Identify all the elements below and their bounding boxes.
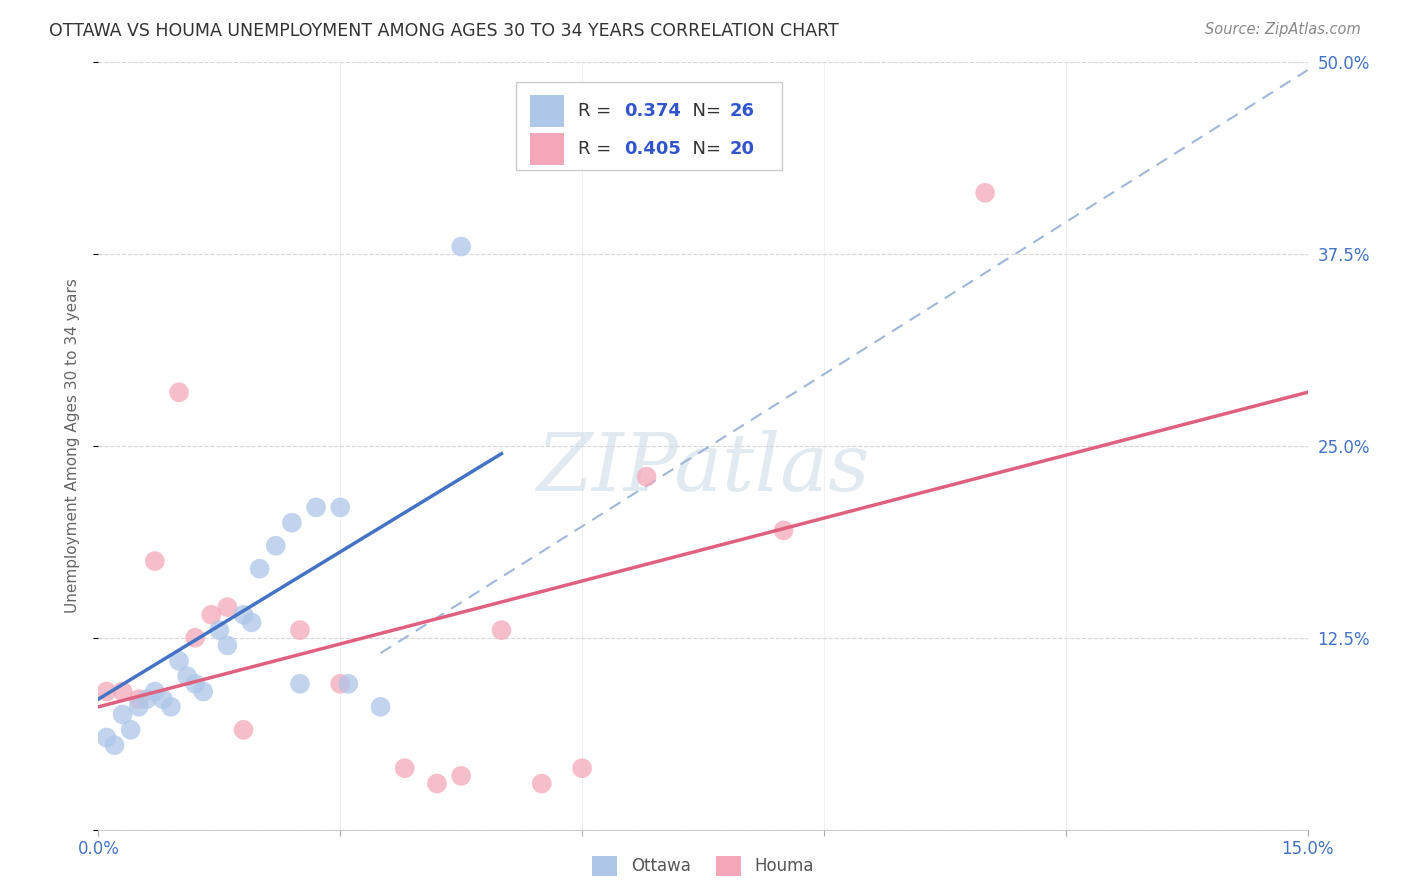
Text: 0.405: 0.405 — [624, 140, 682, 158]
FancyBboxPatch shape — [516, 81, 782, 169]
Point — [103, 738, 125, 752]
Point — [176, 669, 198, 683]
Point — [111, 707, 134, 722]
Text: R =: R = — [578, 140, 617, 158]
Point — [450, 769, 472, 783]
Point — [426, 776, 449, 790]
Text: N=: N= — [682, 102, 727, 120]
Point — [394, 761, 416, 775]
Point — [370, 699, 392, 714]
Point — [128, 699, 150, 714]
Point — [167, 385, 190, 400]
Point — [184, 677, 207, 691]
Point — [135, 692, 157, 706]
Point — [200, 607, 222, 622]
Point — [288, 677, 311, 691]
Legend: Ottawa, Houma: Ottawa, Houma — [586, 849, 820, 882]
Text: Source: ZipAtlas.com: Source: ZipAtlas.com — [1205, 22, 1361, 37]
Point — [167, 654, 190, 668]
Point — [288, 623, 311, 637]
Text: N=: N= — [682, 140, 727, 158]
Point — [329, 677, 352, 691]
Point — [208, 623, 231, 637]
Point — [491, 623, 513, 637]
Point — [96, 684, 118, 698]
Point — [111, 684, 134, 698]
Text: 26: 26 — [730, 102, 755, 120]
Point — [96, 731, 118, 745]
Point — [305, 500, 328, 515]
Point — [152, 692, 174, 706]
Point — [281, 516, 304, 530]
FancyBboxPatch shape — [530, 95, 564, 127]
Text: R =: R = — [578, 102, 617, 120]
Point — [184, 631, 207, 645]
Point — [160, 699, 183, 714]
Point — [232, 723, 254, 737]
Point — [772, 524, 794, 538]
FancyBboxPatch shape — [530, 133, 564, 165]
Point — [240, 615, 263, 630]
Point — [249, 562, 271, 576]
Point — [337, 677, 360, 691]
Point — [264, 539, 287, 553]
Text: 20: 20 — [730, 140, 755, 158]
Point — [232, 607, 254, 622]
Point — [193, 684, 215, 698]
Point — [143, 554, 166, 568]
Text: 0.374: 0.374 — [624, 102, 682, 120]
Y-axis label: Unemployment Among Ages 30 to 34 years: Unemployment Among Ages 30 to 34 years — [65, 278, 80, 614]
Point — [329, 500, 352, 515]
Text: OTTAWA VS HOUMA UNEMPLOYMENT AMONG AGES 30 TO 34 YEARS CORRELATION CHART: OTTAWA VS HOUMA UNEMPLOYMENT AMONG AGES … — [49, 22, 839, 40]
Point — [974, 186, 997, 200]
Point — [450, 239, 472, 253]
Point — [143, 684, 166, 698]
Point — [636, 469, 658, 483]
Point — [217, 600, 239, 615]
Point — [217, 639, 239, 653]
Point — [120, 723, 142, 737]
Point — [530, 776, 553, 790]
Point — [128, 692, 150, 706]
Text: ZIPatlas: ZIPatlas — [536, 430, 870, 508]
Point — [571, 761, 593, 775]
